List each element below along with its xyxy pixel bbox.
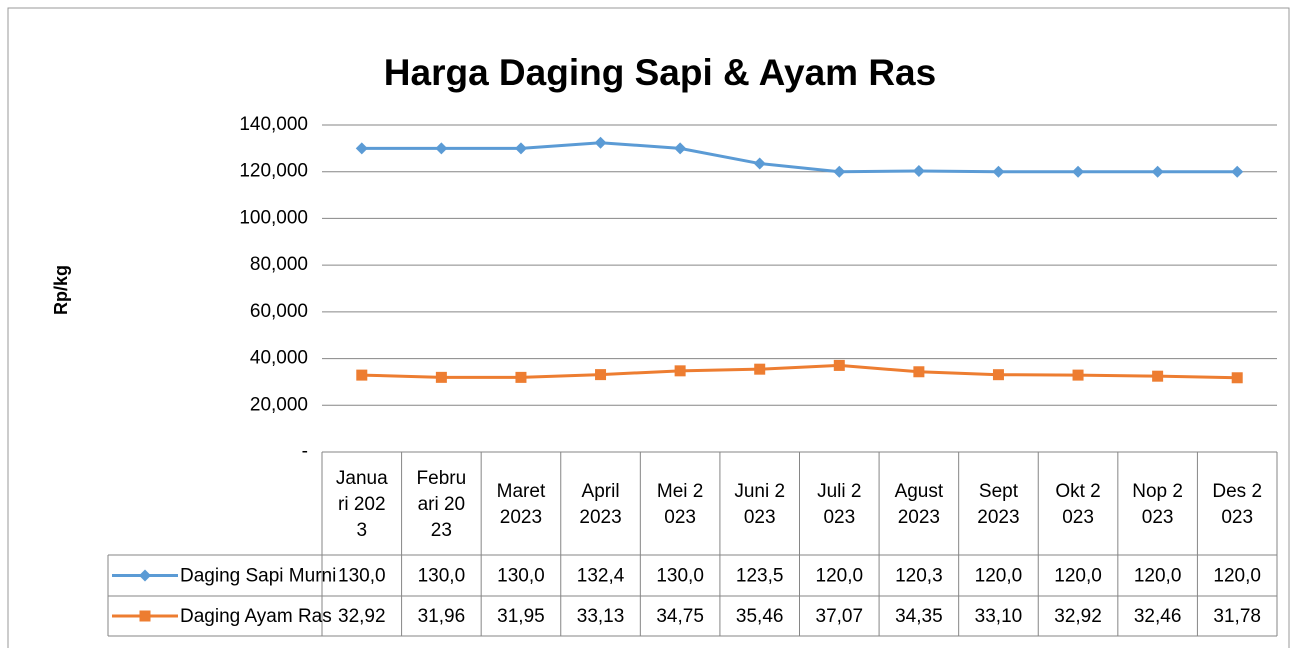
- marker: [833, 359, 845, 371]
- data-label: 32,46: [1134, 606, 1182, 627]
- chart-title: Harga Daging Sapi & Ayam Ras: [384, 52, 936, 93]
- series-line: [361, 363, 1238, 380]
- legend-label: Daging Ayam Ras: [180, 606, 332, 627]
- data-label: 132,4: [577, 566, 625, 587]
- marker: [595, 369, 607, 381]
- x-tick-label: April 2023: [579, 481, 622, 528]
- marker: [753, 157, 766, 170]
- marker: [1231, 372, 1243, 384]
- marker: [356, 369, 368, 381]
- marker: [833, 165, 846, 178]
- marker: [1231, 165, 1244, 178]
- x-tick-label: Januari 2023: [335, 468, 388, 541]
- marker: [992, 369, 1004, 381]
- data-label: 120,0: [1213, 566, 1261, 587]
- marker: [674, 365, 686, 377]
- legend-marker: [139, 569, 151, 582]
- y-tick-label: 100,000: [239, 207, 308, 228]
- data-label: 33,10: [975, 606, 1023, 627]
- x-tick-label: Nop 2023: [1132, 481, 1183, 528]
- data-label: 120,0: [1054, 566, 1102, 587]
- marker: [435, 371, 447, 383]
- marker: [1152, 370, 1164, 382]
- data-label: 120,0: [816, 566, 864, 587]
- marker: [1072, 369, 1084, 381]
- data-label: 130,0: [338, 566, 386, 587]
- marker: [1072, 165, 1085, 178]
- legend-marker: [139, 610, 151, 622]
- marker: [754, 363, 766, 375]
- y-tick-label: 40,000: [250, 348, 308, 369]
- x-tick-label: Maret 2023: [496, 481, 546, 528]
- x-tick-label: Juli 2023: [817, 481, 862, 528]
- x-tick-label: Okt 2023: [1055, 481, 1101, 528]
- y-tick-label: 20,000: [250, 394, 308, 415]
- data-label: 32,92: [1054, 606, 1102, 627]
- x-tick-label: Sept 2023: [977, 481, 1020, 528]
- data-label: 130,0: [418, 566, 466, 587]
- marker: [594, 136, 607, 149]
- marker: [355, 142, 368, 155]
- data-label: 123,5: [736, 566, 784, 587]
- data-label: 35,46: [736, 606, 784, 627]
- data-label: 33,13: [577, 606, 625, 627]
- data-label: 31,95: [497, 606, 545, 627]
- x-tick-label: Februari 2023: [416, 468, 467, 541]
- data-label: 31,96: [418, 606, 466, 627]
- data-label: 120,3: [895, 566, 943, 587]
- y-tick-label: 140,000: [239, 114, 308, 135]
- y-tick-label: 120,000: [239, 161, 308, 182]
- x-tick-label: Juni 2023: [734, 481, 786, 528]
- data-label: 130,0: [656, 566, 704, 587]
- y-axis-label: Rp/kg: [51, 265, 71, 315]
- marker: [515, 371, 527, 383]
- data-label: 130,0: [497, 566, 545, 587]
- marker: [674, 142, 687, 155]
- marker: [1151, 165, 1164, 178]
- marker: [912, 165, 925, 178]
- data-label: 32,92: [338, 606, 386, 627]
- data-label: 34,75: [656, 606, 704, 627]
- x-tick-label: Mei 2023: [656, 481, 704, 528]
- data-label: 37,07: [816, 606, 864, 627]
- series-line: [361, 141, 1238, 174]
- data-label: 120,0: [975, 566, 1023, 587]
- chart-border: [7, 7, 1290, 648]
- marker: [992, 165, 1005, 178]
- x-tick-label: Des 2023: [1212, 481, 1263, 528]
- legend-label: Daging Sapi Murni: [180, 566, 336, 587]
- marker: [913, 366, 925, 378]
- data-label: 120,0: [1134, 566, 1182, 587]
- data-label: 31,78: [1213, 606, 1261, 627]
- marker: [514, 142, 527, 155]
- y-tick-label: 80,000: [250, 254, 308, 275]
- y-tick-label: 60,000: [250, 301, 308, 322]
- y-tick-label: -: [302, 441, 308, 462]
- data-label: 34,35: [895, 606, 943, 627]
- x-tick-label: Agust 2023: [894, 481, 944, 528]
- marker: [435, 142, 448, 155]
